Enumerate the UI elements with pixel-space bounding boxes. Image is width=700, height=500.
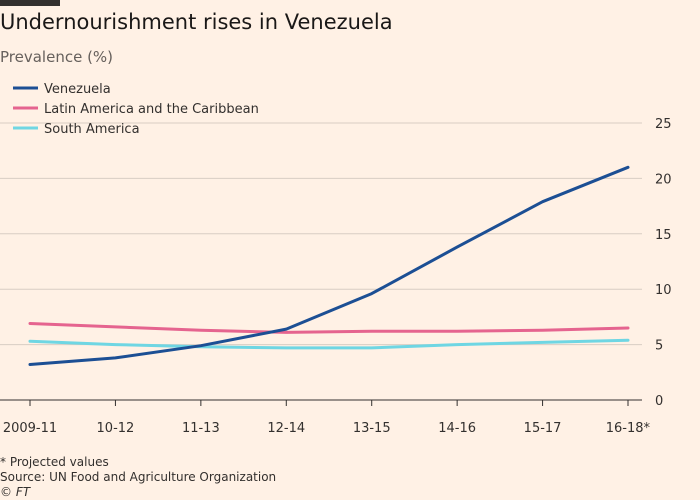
series-line-0 <box>28 165 630 366</box>
series-line-2 <box>28 338 630 350</box>
legend-label-0: Venezuela <box>44 82 111 97</box>
x-tick-label-5: 14-16 <box>438 421 476 436</box>
legend-label-2: South America <box>44 122 140 137</box>
x-tick-label-3: 12-14 <box>267 421 305 436</box>
x-tick-label-0: 2009-11 <box>3 421 57 436</box>
chart-title: Undernourishment rises in Venezuela <box>0 10 393 34</box>
y-axis-tick-labels: 0 5 10 15 20 25 <box>655 117 672 409</box>
legend: Venezuela Latin America and the Caribbean… <box>13 82 259 137</box>
y-tick-label-5: 5 <box>655 339 663 354</box>
y-tick-label-0: 0 <box>655 394 663 409</box>
x-tick-label-6: 15-17 <box>524 421 562 436</box>
projection-note: * Projected values <box>0 455 109 469</box>
series-lines <box>28 165 630 366</box>
x-tick-label-7: 16-18* <box>606 421 651 436</box>
legend-label-1: Latin America and the Caribbean <box>44 102 259 117</box>
x-axis: 2009-11 10-12 11-13 12-14 13-15 14-16 15-17 16-… <box>0 399 651 436</box>
y-tick-label-20: 20 <box>655 172 672 187</box>
source-note: Source: UN Food and Agriculture Organiza… <box>0 470 277 484</box>
y-tick-label-15: 15 <box>655 228 672 243</box>
y-tick-label-10: 10 <box>655 283 672 298</box>
x-tick-label-2: 11-13 <box>182 421 220 436</box>
x-tick-label-1: 10-12 <box>97 421 135 436</box>
credit-note: © FT <box>0 485 31 499</box>
x-tick-label-4: 13-15 <box>353 421 391 436</box>
series-line-1 <box>28 322 630 334</box>
gridlines <box>0 122 642 346</box>
y-tick-label-25: 25 <box>655 117 672 132</box>
chart-subtitle: Prevalence (%) <box>0 48 114 66</box>
top-rule <box>0 0 60 6</box>
